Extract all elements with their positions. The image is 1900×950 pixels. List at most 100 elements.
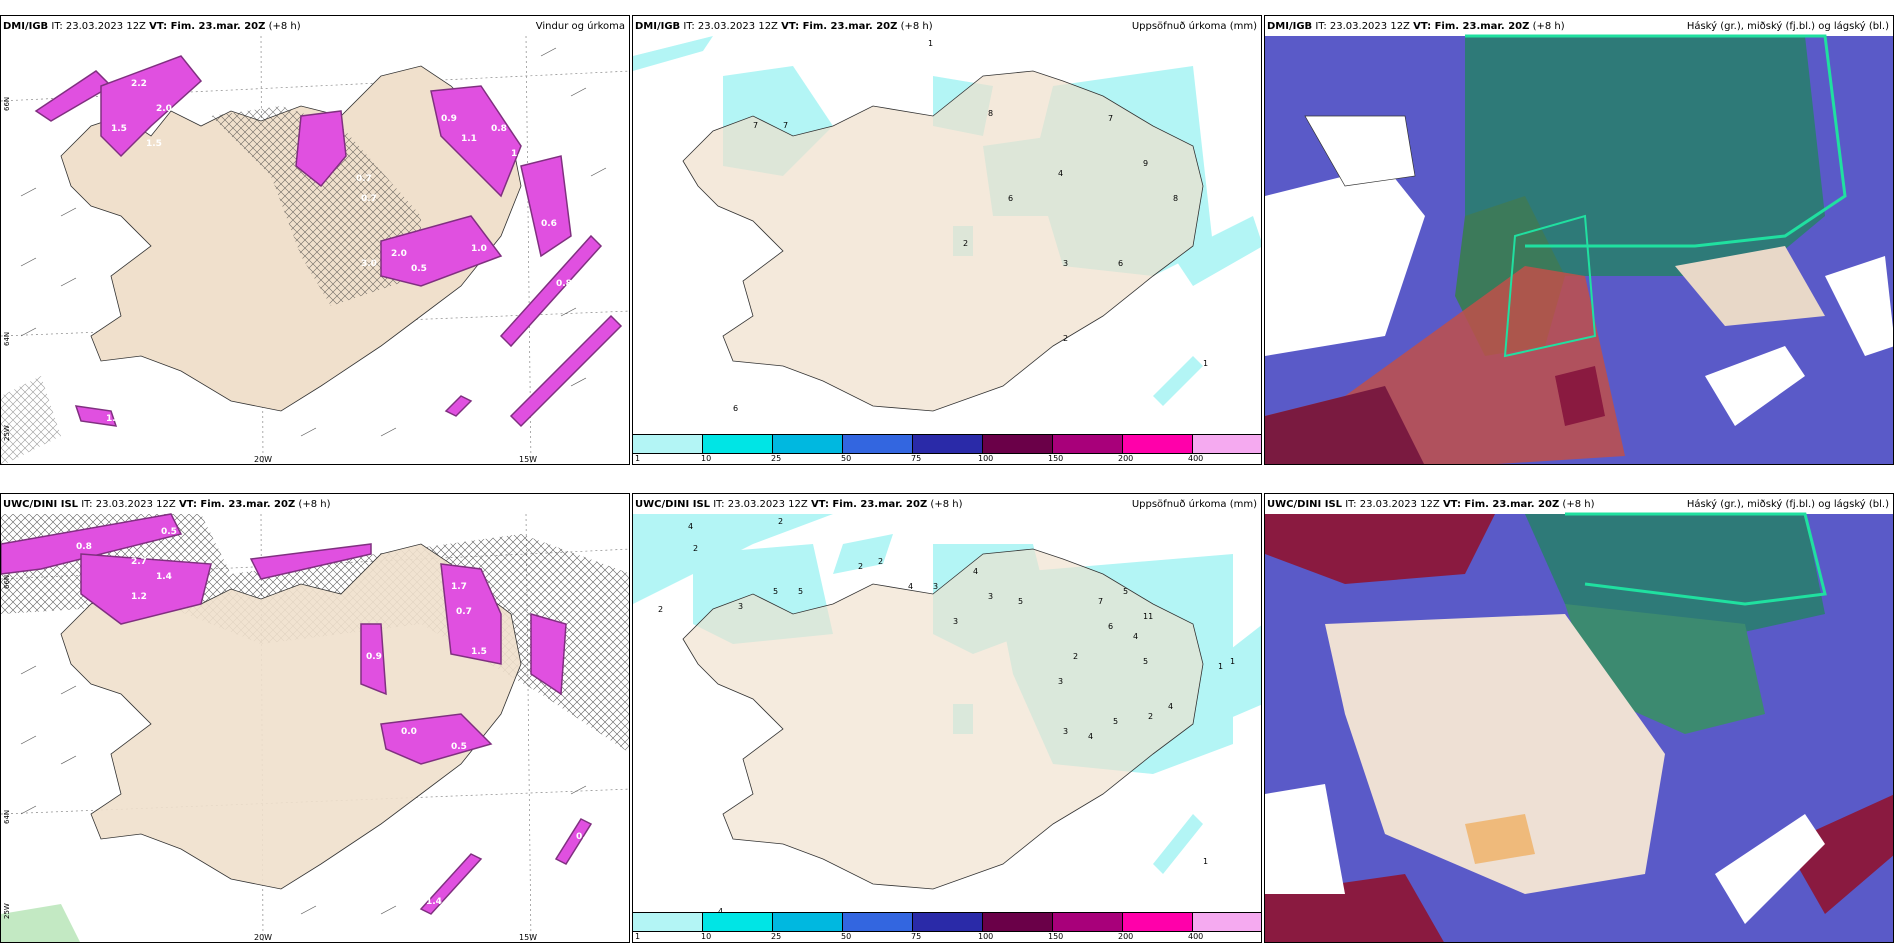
- svg-text:1: 1: [928, 39, 933, 48]
- cloud-map: [1265, 34, 1893, 464]
- svg-text:0.5: 0.5: [451, 742, 467, 752]
- panel-title: Háský (gr.), miðský (fj.bl.) og lágský (…: [1686, 21, 1889, 32]
- lat-label-25w: 25W: [3, 903, 11, 919]
- svg-text:3: 3: [1058, 677, 1063, 686]
- svg-text:2: 2: [878, 557, 883, 566]
- svg-text:6: 6: [1108, 622, 1113, 631]
- svg-text:3: 3: [933, 582, 938, 591]
- iceland-land: [682, 70, 1204, 412]
- svg-text:4: 4: [1133, 632, 1138, 641]
- colorbar-ticks: 1 10 25 50 75 100 150 200 400: [635, 454, 1204, 463]
- svg-text:1.4: 1.4: [156, 572, 172, 582]
- svg-text:2: 2: [658, 605, 663, 614]
- svg-text:2: 2: [778, 517, 783, 526]
- svg-text:5: 5: [1018, 597, 1023, 606]
- lat-label-66n: 66N: [3, 96, 11, 111]
- wind-map: 0.5 0.8 2.7 1.4 1.2 1.7 1.5 0.7 0.9 0.5 …: [1, 513, 629, 942]
- panel-header: UWC/DINI ISL IT: 23.03.2023 12Z VT: Fim.…: [1267, 499, 1595, 510]
- accum-precip-panel-bottom: UWC/DINI ISL IT: 23.03.2023 12Z VT: Fim.…: [632, 493, 1262, 943]
- svg-text:5: 5: [1143, 657, 1148, 666]
- hatch-area: [211, 106, 421, 306]
- svg-text:1.7: 1.7: [106, 414, 122, 424]
- accum-numbers: 1 7 7 8 7 9 6 4 8 2 6 3 2 1 6: [733, 39, 1208, 413]
- svg-text:2: 2: [1148, 712, 1153, 721]
- colorbar: [633, 434, 1261, 454]
- svg-text:11: 11: [1143, 612, 1153, 621]
- precip-labels: 0.5 0.8 2.7 1.4 1.2 1.7 1.5 0.7 0.9 0.5 …: [76, 527, 592, 907]
- svg-text:1.1: 1.1: [461, 134, 477, 144]
- svg-text:3: 3: [1063, 727, 1068, 736]
- svg-text:0.7: 0.7: [456, 607, 472, 617]
- svg-text:1.7: 1.7: [451, 582, 467, 592]
- precip-labels: 2.2 2.0 1.5 1.5 0.7 0.9 1.1 0.8 1.3 0.7 …: [106, 79, 572, 424]
- svg-text:9: 9: [1143, 159, 1148, 168]
- svg-text:3: 3: [953, 617, 958, 626]
- hatch-area-2: [1, 376, 61, 464]
- wind-precip-panel-top: DMI/IGB IT: 23.03.2023 12Z VT: Fim. 23.m…: [0, 15, 630, 465]
- svg-text:6: 6: [1008, 194, 1013, 203]
- svg-text:3.0: 3.0: [361, 259, 377, 269]
- svg-text:2.2: 2.2: [131, 79, 147, 89]
- svg-text:2.0: 2.0: [156, 104, 172, 114]
- lon-label-20w: 20W: [254, 933, 273, 942]
- panel-header: DMI/IGB IT: 23.03.2023 12Z VT: Fim. 23.m…: [635, 21, 933, 32]
- colorbar: [633, 912, 1261, 932]
- lat-label-64n: 64N: [3, 331, 11, 346]
- svg-text:0.9: 0.9: [441, 114, 457, 124]
- svg-text:3: 3: [988, 592, 993, 601]
- lon-label-15w: 15W: [519, 933, 538, 942]
- svg-text:8: 8: [988, 109, 993, 118]
- svg-text:0.8: 0.8: [491, 124, 507, 134]
- svg-text:7: 7: [1108, 114, 1113, 123]
- svg-text:4: 4: [718, 907, 723, 916]
- svg-text:0.5: 0.5: [411, 264, 427, 274]
- svg-text:4: 4: [688, 522, 693, 531]
- panel-title: Uppsöfnuð úrkoma (mm): [1131, 21, 1257, 32]
- lat-label-64n: 64N: [3, 809, 11, 824]
- svg-text:3: 3: [1063, 259, 1068, 268]
- svg-text:1.2: 1.2: [131, 592, 147, 602]
- svg-text:5: 5: [1123, 587, 1128, 596]
- panel-header: UWC/DINI ISL IT: 23.03.2023 12Z VT: Fim.…: [635, 499, 963, 510]
- svg-text:5: 5: [798, 587, 803, 596]
- svg-text:1.5: 1.5: [471, 647, 487, 657]
- svg-text:1: 1: [1203, 857, 1208, 866]
- svg-text:3: 3: [738, 602, 743, 611]
- panel-title: Uppsöfnuð úrkoma (mm): [1131, 499, 1257, 510]
- svg-text:5: 5: [1113, 717, 1118, 726]
- svg-text:1.0: 1.0: [471, 244, 487, 254]
- accum-map: 4 2 2 2 3 5 5 2 2 4 3 3 4 3 5 7 5 6 11 4…: [633, 514, 1261, 916]
- svg-text:8: 8: [1173, 194, 1178, 203]
- svg-text:4: 4: [1088, 732, 1093, 741]
- lon-label-15w: 15W: [519, 455, 538, 464]
- svg-text:0.8: 0.8: [556, 279, 572, 289]
- svg-text:7: 7: [753, 121, 758, 130]
- panel-header: DMI/IGB IT: 23.03.2023 12Z VT: Fim. 23.m…: [3, 21, 301, 32]
- svg-text:2: 2: [693, 544, 698, 553]
- svg-text:1.5: 1.5: [111, 124, 127, 134]
- panel-header: DMI/IGB IT: 23.03.2023 12Z VT: Fim. 23.m…: [1267, 21, 1565, 32]
- wind-barbs: [20, 665, 587, 915]
- cloud-panel-top: DMI/IGB IT: 23.03.2023 12Z VT: Fim. 23.m…: [1264, 15, 1894, 465]
- accum-map: 1 7 7 8 7 9 6 4 8 2 6 3 2 1 6: [633, 36, 1261, 413]
- svg-text:4: 4: [1058, 169, 1063, 178]
- svg-text:1: 1: [1230, 657, 1235, 666]
- svg-text:0.7: 0.7: [361, 194, 377, 204]
- svg-text:6: 6: [733, 404, 738, 413]
- svg-text:0.6: 0.6: [541, 219, 557, 229]
- svg-text:6: 6: [1118, 259, 1123, 268]
- colorbar-ticks: 1 10 25 50 75 100 150 200 400: [635, 932, 1204, 941]
- svg-text:7: 7: [1098, 597, 1103, 606]
- precip-blobs: [34, 55, 623, 428]
- svg-text:2.7: 2.7: [131, 557, 147, 567]
- svg-text:1.5: 1.5: [146, 139, 162, 149]
- svg-text:2: 2: [1063, 334, 1068, 343]
- svg-text:5: 5: [773, 587, 778, 596]
- svg-text:0.5: 0.5: [161, 527, 177, 537]
- svg-text:7: 7: [783, 121, 788, 130]
- accum-numbers: 4 2 2 2 3 5 5 2 2 4 3 3 4 3 5 7 5 6 11 4…: [658, 517, 1235, 916]
- svg-text:0.6: 0.6: [576, 832, 592, 842]
- svg-text:2.0: 2.0: [391, 249, 407, 259]
- cloud-map: [1265, 512, 1893, 942]
- svg-text:2: 2: [963, 239, 968, 248]
